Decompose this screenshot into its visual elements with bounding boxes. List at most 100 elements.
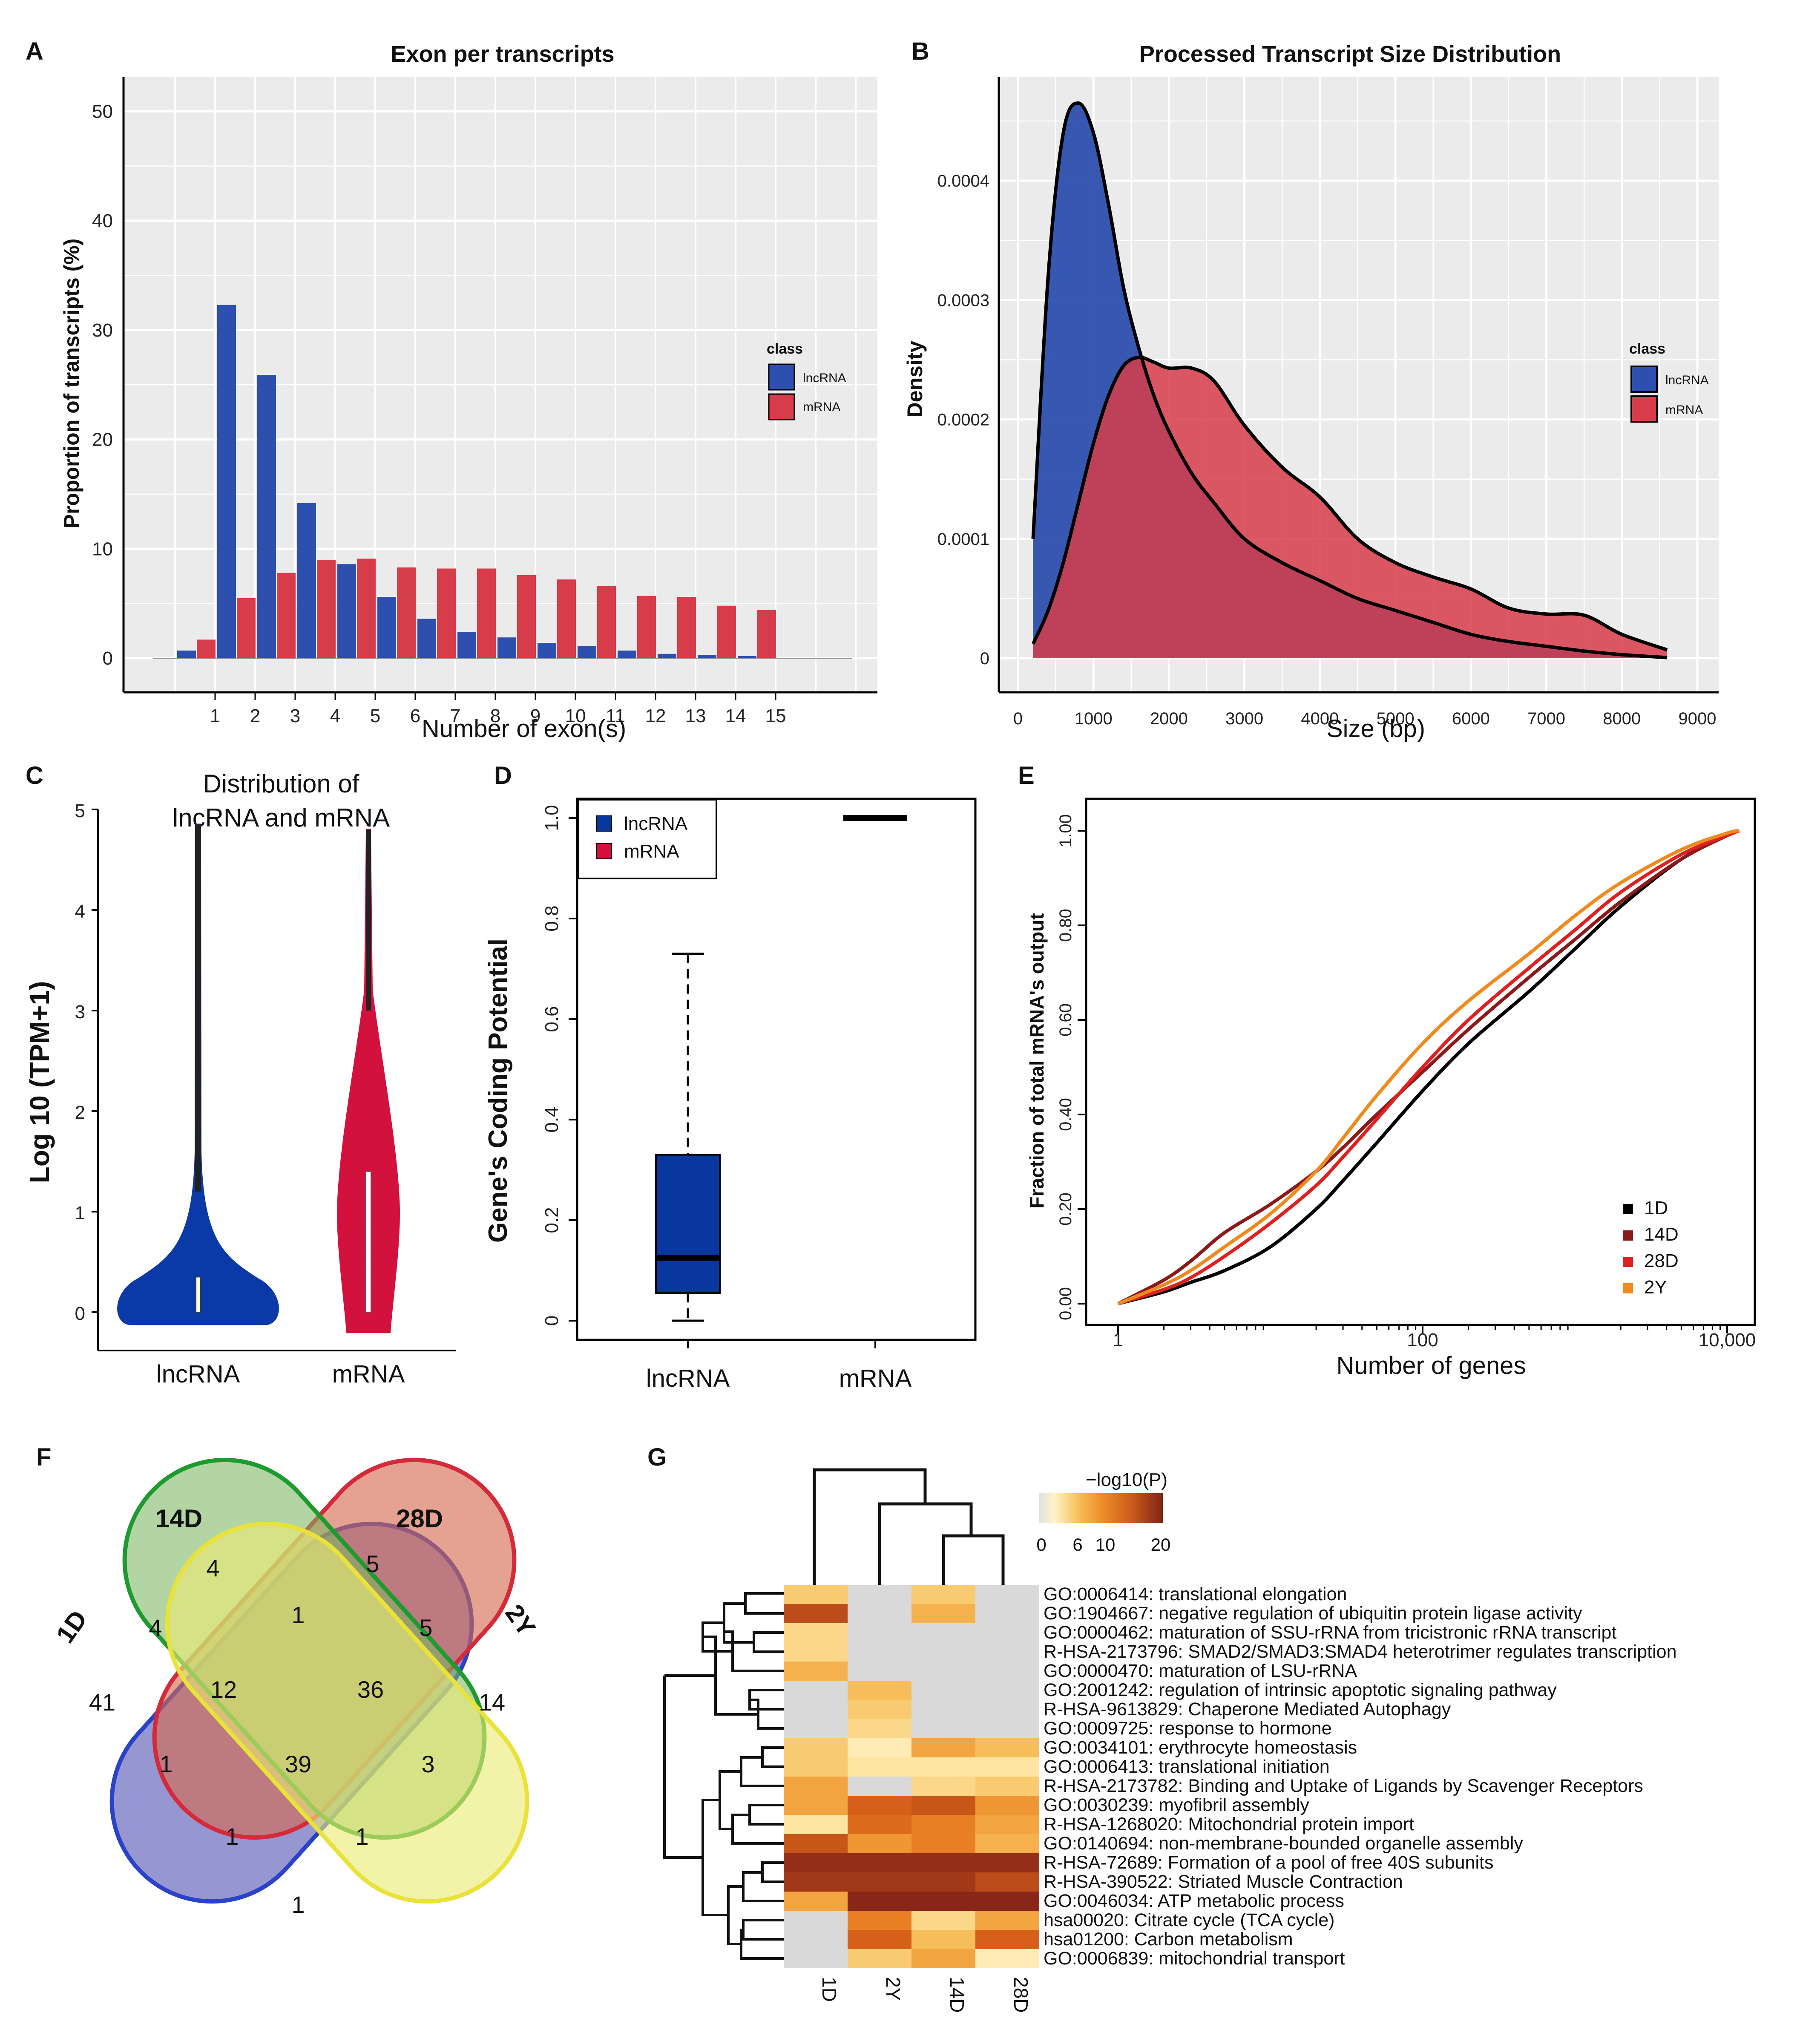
panel-b-label: B <box>911 37 929 65</box>
panel-e-ytick-label: 0.60 <box>1056 1003 1075 1037</box>
panel-b-legend-lncrna: lncRNA <box>1665 373 1709 387</box>
panel-c-xtick-mrna: mRNA <box>332 1360 405 1388</box>
panel-e-legend-swatch-28d <box>1623 1257 1633 1267</box>
panel-a-bar-lncrna <box>257 375 276 658</box>
heatmap-col-label: 28D <box>1010 1977 1032 2013</box>
panel-c-violin-mrna <box>336 829 400 1333</box>
panel-c-box-mrna <box>365 1171 371 1313</box>
panel-d-legend-swatch-lncrna <box>596 815 612 832</box>
heatmap-row-label: GO:0006414: translational elongation <box>1044 1584 1347 1604</box>
panel-a-bar-lncrna <box>538 643 556 658</box>
heatmap-cell <box>911 1911 975 1930</box>
panel-e-legend-swatch-1d <box>1623 1204 1633 1214</box>
heatmap-cell <box>848 1853 911 1872</box>
heatmap-cell <box>848 1642 911 1662</box>
panel-d-ytick-label: 0.2 <box>541 1207 562 1233</box>
heatmap-cell <box>784 1949 848 1968</box>
panel-e-ylabel: Fraction of total mRNA's output <box>1026 913 1048 1208</box>
panel-b-title: Processed Transcript Size Distribution <box>1139 41 1561 67</box>
heatmap-cell <box>848 1719 911 1738</box>
panel-d-xtick-lncrna: lncRNA <box>646 1365 730 1392</box>
panel-e-legend-swatch-2y <box>1623 1283 1633 1293</box>
panel-d-legend-box <box>577 799 717 879</box>
panel-d-box-lncrna <box>655 1154 721 1294</box>
panel-a-xlabel: Number of exon(s) <box>422 715 626 743</box>
panel-a-bar-mrna <box>437 568 456 658</box>
panel-a-ytick-label: 40 <box>92 210 113 231</box>
heatmap-cell <box>784 1719 848 1738</box>
venn-count-14d-28d-2y: 36 <box>357 1676 384 1703</box>
heatmap-cell <box>975 1777 1039 1796</box>
panel-e-xlabel: Number of genes <box>1337 1352 1526 1379</box>
panel-e-plot-frame <box>1085 798 1756 1326</box>
panel-d-legend-lncrna: lncRNA <box>624 813 688 834</box>
venn-count-14d-28d: 1 <box>291 1601 305 1628</box>
panel-a-bar-mrna <box>357 559 376 658</box>
venn-count-1d-14d-2y: 1 <box>355 1823 368 1850</box>
panel-f-label: F <box>36 1443 51 1471</box>
panel-b-xtick-label: 9000 <box>1679 709 1716 728</box>
panel-a-xtick-label: 12 <box>645 706 666 726</box>
heatmap-cell <box>975 1911 1039 1930</box>
panel-a-xtick-label: 14 <box>725 706 746 726</box>
venn-count-14d-2y: 3 <box>421 1751 434 1777</box>
panel-a-bar-lncrna <box>738 656 756 658</box>
heatmap-cell <box>911 1872 975 1892</box>
heatmap-row-label: GO:2001242: regulation of intrinsic apop… <box>1044 1680 1557 1700</box>
panel-c-title-line2: lncRNA and mRNA <box>173 803 390 832</box>
heatmap-cell <box>784 1642 848 1662</box>
panel-a-legend-swatch-mrna <box>768 393 795 420</box>
panel-a-xtick-label: 3 <box>290 706 300 726</box>
panel-b-legend-swatch-mrna <box>1630 395 1658 423</box>
panel-b-legend-swatch-lncrna <box>1630 366 1658 393</box>
heatmap-cell <box>975 1853 1039 1872</box>
panel-c-ytick-label: 1 <box>75 1203 85 1224</box>
panel-d-ytick-label: 1.0 <box>541 805 562 831</box>
heatmap-cell <box>975 1949 1039 1968</box>
heatmap-col-label: 2Y <box>882 1977 904 2001</box>
venn-count-2y-only: 14 <box>479 1689 505 1716</box>
heatmap-cell <box>784 1911 848 1930</box>
panel-c-ytick-label: 0 <box>75 1303 85 1324</box>
heatmap-cell <box>848 1662 911 1681</box>
panel-b-area-mrna <box>1033 357 1668 658</box>
panel-d-ytick-label: 0.8 <box>541 905 562 931</box>
venn-count-1d-28d-2y: 1 <box>225 1823 239 1850</box>
heatmap-cell <box>975 1604 1039 1623</box>
heatmap-cell <box>784 1623 848 1642</box>
heatmap-cell <box>975 1815 1039 1834</box>
panel-a-bar-lncrna <box>578 646 596 658</box>
panel-a-bar-mrna <box>277 573 296 658</box>
panel-e-legend-2y: 2Y <box>1644 1277 1667 1298</box>
heatmap-row-label: R-HSA-2173796: SMAD2/SMAD3:SMAD4 heterot… <box>1044 1641 1676 1662</box>
panel-a-xtick-label: 4 <box>330 706 340 726</box>
panel-a-legend-title: class <box>767 341 803 357</box>
panel-e-xtick-label: 10,000 <box>1699 1330 1756 1351</box>
panel-d-plot-frame <box>576 798 977 1341</box>
heatmap-cell <box>911 1777 975 1796</box>
panel-d-ytick-label: 0 <box>541 1316 562 1326</box>
venn-label-14d: 14D <box>155 1504 202 1533</box>
heatmap-legend-tick-10: 10 <box>1095 1535 1116 1555</box>
heatmap-cell <box>911 1796 975 1815</box>
heatmap-legend-gradient <box>1039 1493 1163 1523</box>
heatmap-cell <box>784 1604 848 1623</box>
heatmap-row-label: GO:0000470: maturation of LSU-rRNA <box>1044 1661 1357 1681</box>
panel-c-label: C <box>26 762 43 789</box>
panel-b-xtick-label: 4000 <box>1301 709 1339 728</box>
panel-b-legend-mrna: mRNA <box>1665 403 1703 417</box>
panel-a-bar-mrna <box>397 567 416 658</box>
panel-b-xtick-label: 3000 <box>1225 709 1263 728</box>
heatmap-cell <box>848 1949 911 1968</box>
panel-b-legend: class lncRNA mRNA <box>1629 341 1709 423</box>
heatmap-cell <box>911 1681 975 1700</box>
heatmap-legend-title: −log10(P) <box>1086 1469 1167 1490</box>
heatmap-cell <box>911 1585 975 1604</box>
panel-d: D 0 0.2 0.4 0.6 0.8 1.0 Gene's Coding Potenti… <box>483 762 977 1392</box>
heatmap-legend-tick-0: 0 <box>1036 1535 1046 1555</box>
panel-e-xtick-label: 1 <box>1113 1330 1123 1351</box>
panel-a-xtick-label: 15 <box>765 706 786 726</box>
panel-c-outliers-mrna <box>366 829 371 1011</box>
panel-a-bar-lncrna <box>698 655 716 658</box>
heatmap-cell <box>975 1757 1039 1777</box>
